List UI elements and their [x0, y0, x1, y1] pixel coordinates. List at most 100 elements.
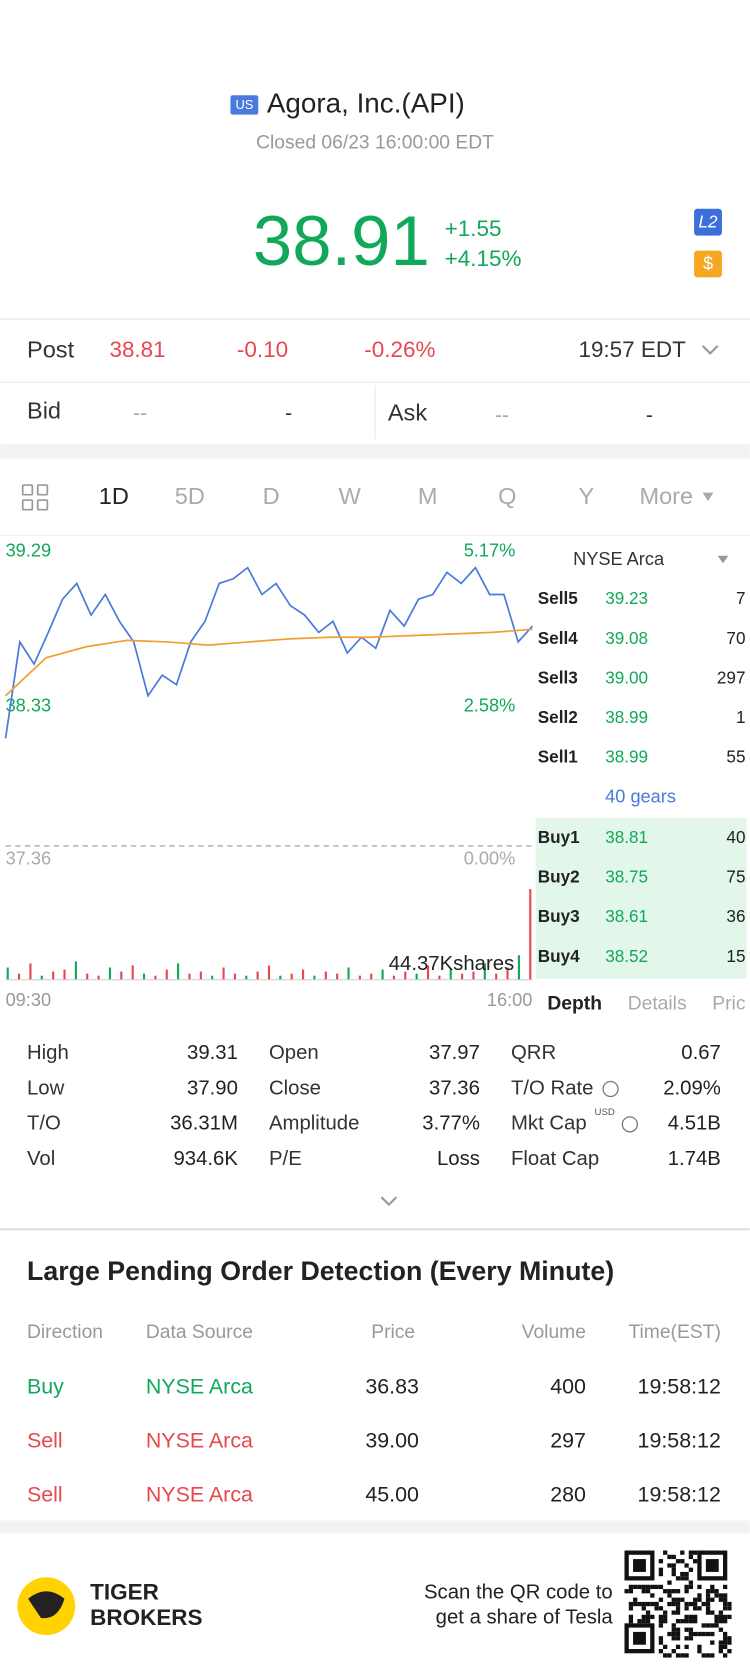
- depth-tab[interactable]: Depth: [547, 993, 602, 1014]
- qr-cell: [723, 1619, 728, 1624]
- qr-cell: [671, 1627, 676, 1632]
- price-tab[interactable]: Pric: [712, 993, 746, 1014]
- volume-bar: [120, 971, 123, 980]
- qr-cell: [684, 1636, 689, 1641]
- qr-cell: [641, 1601, 646, 1607]
- table-cell: 39.00: [365, 1428, 419, 1452]
- more-arrow[interactable]: [702, 492, 714, 502]
- dollar-text: $: [703, 253, 713, 273]
- volume-bar: [438, 975, 441, 980]
- qr-cell: [654, 1601, 659, 1607]
- qr-cell: [637, 1619, 642, 1624]
- period-tab[interactable]: W: [339, 483, 362, 509]
- period-tab[interactable]: Q: [498, 483, 516, 509]
- exchange-arrow[interactable]: [717, 555, 729, 564]
- exchange[interactable]: NYSE Arca: [573, 549, 665, 569]
- qr-cell: [710, 1631, 715, 1637]
- qr-cell: [628, 1619, 634, 1624]
- gears[interactable]: 40 gears: [605, 787, 676, 807]
- qr-cell: [697, 1631, 702, 1637]
- y-tick-label: 37.36: [6, 849, 52, 869]
- grid-icon[interactable]: [21, 484, 49, 511]
- stat-value: 37.97: [429, 1042, 480, 1064]
- qr-cell: [671, 1571, 676, 1577]
- qr-cell: [641, 1614, 646, 1620]
- qr-finder: [705, 1559, 719, 1572]
- brand: TIGER: [90, 1579, 159, 1604]
- depth-level: Buy2: [538, 867, 580, 887]
- stat-label: Float Cap: [511, 1148, 599, 1170]
- dollar-badge[interactable]: [694, 250, 722, 278]
- volume-bar: [313, 975, 316, 980]
- qr-cell: [693, 1559, 698, 1564]
- volume-bar: [74, 961, 77, 980]
- qr-cell: [718, 1593, 724, 1598]
- period-tab[interactable]: More: [639, 483, 693, 509]
- qr-cell: [641, 1589, 646, 1594]
- level2-text: L2: [698, 211, 718, 231]
- qr-cell: [675, 1627, 681, 1632]
- qr-cell: [705, 1601, 711, 1607]
- qr-cell: [675, 1601, 681, 1607]
- qr-cell: [671, 1554, 676, 1560]
- qr-cell: [723, 1644, 728, 1650]
- qr-cell: [714, 1623, 719, 1628]
- expand-chevron[interactable]: [380, 1196, 398, 1207]
- period-tab[interactable]: 1D: [99, 483, 129, 509]
- section-title: Large Pending Order Detection (Every Min…: [27, 1256, 614, 1286]
- qr-cell: [658, 1619, 664, 1624]
- period-tab[interactable]: Y: [578, 483, 594, 509]
- volume-bar: [279, 975, 282, 980]
- chevron-down[interactable]: [701, 345, 719, 355]
- qr-cell: [718, 1640, 724, 1645]
- qr-cell: [658, 1571, 664, 1577]
- post-label: Post: [27, 336, 75, 362]
- qr-cell: [718, 1597, 724, 1602]
- qr-cell: [688, 1631, 694, 1637]
- table-cell: 400: [550, 1374, 586, 1398]
- qr-cell: [710, 1610, 715, 1615]
- qr-cell: [723, 1614, 728, 1620]
- qr-cell: [658, 1623, 664, 1628]
- bid-price: --: [133, 401, 147, 425]
- qr-cell: [650, 1593, 655, 1598]
- stat-value: 0.67: [681, 1042, 721, 1064]
- table-cell: NYSE Arca: [146, 1374, 253, 1398]
- qr-cell: [654, 1606, 659, 1611]
- stock-name: Agora, Inc.(API): [267, 87, 465, 118]
- qr-cell: [680, 1576, 685, 1581]
- table-header: Data Source: [146, 1322, 253, 1343]
- table-header: Time(EST): [628, 1322, 720, 1343]
- table-cell: Sell: [27, 1428, 63, 1452]
- period-tab[interactable]: M: [418, 483, 438, 509]
- level2-badge[interactable]: [694, 208, 722, 236]
- details-tab[interactable]: Details: [628, 993, 687, 1014]
- period-tab[interactable]: 5D: [175, 483, 205, 509]
- qr-cell: [727, 1640, 732, 1645]
- period-tab[interactable]: D: [263, 483, 280, 509]
- info-icon[interactable]: [602, 1080, 619, 1098]
- qr-cell: [671, 1567, 676, 1572]
- tiger-logo-mark: [28, 1591, 65, 1619]
- stat-value: 2.09%: [663, 1077, 721, 1099]
- stat-label: Open: [269, 1042, 319, 1064]
- section-gap: [0, 1520, 750, 1534]
- table-cell: 19:58:12: [638, 1483, 721, 1507]
- depth-size: 55: [726, 747, 745, 767]
- volume-bar: [165, 969, 168, 980]
- volume-bar: [426, 965, 430, 980]
- volume-bar: [483, 963, 486, 980]
- info-icon[interactable]: [621, 1116, 638, 1133]
- qr-cell: [727, 1649, 732, 1654]
- qr-cell: [680, 1597, 685, 1602]
- qr-cell: [675, 1597, 681, 1602]
- qr-cell: [718, 1649, 724, 1654]
- depth-level: Sell5: [538, 588, 578, 608]
- post-time[interactable]: 19:57 EDT: [578, 337, 686, 362]
- table-cell: NYSE Arca: [146, 1483, 253, 1507]
- depth-price: 38.75: [605, 867, 648, 887]
- volume-label: 44.37Kshares: [389, 953, 514, 975]
- qr-cell: [667, 1601, 672, 1607]
- qr-cell: [671, 1636, 676, 1641]
- qr-cell: [684, 1614, 689, 1620]
